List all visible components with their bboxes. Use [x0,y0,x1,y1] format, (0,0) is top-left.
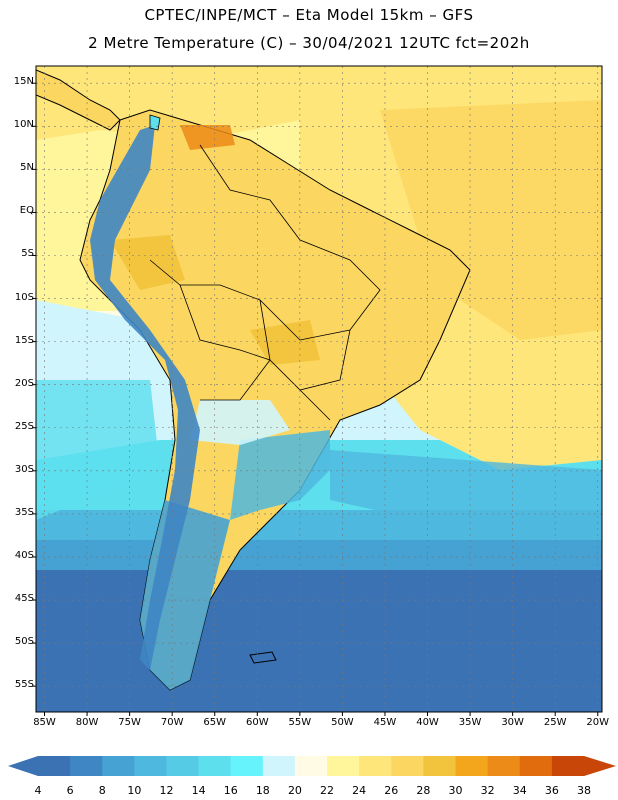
colorbar-label: 4 [34,784,42,797]
colorbar-segment [359,756,392,776]
central-america-land [36,69,121,131]
colorbar-label: 12 [159,784,174,797]
colorbar-label: 10 [127,784,142,797]
lat-label: 10N [13,119,34,131]
lon-label: 70W [160,717,184,728]
lon-label: 35W [458,717,482,728]
lat-label: 50S [14,636,34,648]
lon-label: 50W [331,717,354,728]
colorbar-label: 8 [98,784,106,797]
lon-label: 75W [118,717,141,728]
map-title-line2: 2 Metre Temperature (C) – 30/04/2021 12U… [88,34,530,52]
lat-label: 30S [14,463,34,475]
colorbar-segment [134,756,167,776]
lat-label: 10S [14,291,34,303]
colorbar-min-arrow [8,756,38,776]
colorbar-segment [487,756,521,776]
lon-label: 85W [33,717,56,728]
lat-label: 15S [14,334,34,346]
colorbar-segment [70,756,103,776]
colorbar-max-arrow [584,756,616,776]
colorbar-label: 26 [384,784,399,797]
lon-label: 60W [245,717,269,728]
hot-spot-peru [110,235,185,290]
colorbar-segment [519,756,553,776]
colorbar-segment [327,756,360,776]
colorbar-label: 6 [66,784,74,797]
colorbar-segment [455,756,489,776]
cool-south-land [230,430,330,520]
map-plot-area [36,66,602,712]
lake-maracaibo [149,114,161,131]
lat-label: 5S [21,248,34,260]
colorbar-segment [38,756,71,776]
lon-label: 55W [288,717,312,728]
colorbar-label: 30 [448,784,463,797]
colorbar-segment [102,756,135,776]
colorbar-label: 20 [287,784,302,797]
colorbar-segment [423,756,457,776]
colorbar-label: 14 [191,784,206,797]
colorbar-segment [391,756,424,776]
lon-label: 20W [586,717,610,728]
colorbar-label: 28 [416,784,431,797]
colorbar-segment [198,756,232,776]
colorbar-label: 38 [577,784,591,797]
map-frame [35,65,603,713]
lat-label: 20S [14,377,34,389]
lat-label: 15N [13,76,34,88]
colorbar-label: 34 [512,784,527,797]
map-title-line1: CPTEC/INPE/MCT – Eta Model 15km – GFS [144,6,474,24]
lat-label: EQ [19,205,34,217]
colorbar-segment [294,756,328,776]
ocean-band-4-6 [36,560,602,712]
lon-label: 25W [543,717,567,728]
andes-range [90,125,200,670]
lon-label: 80W [75,717,99,728]
lat-label: 40S [14,549,34,561]
falklands [249,651,277,664]
colorbar-label: 22 [320,784,335,797]
colorbar-label: 36 [544,784,559,797]
lat-label: 5N [20,162,34,174]
lat-lon-grid [36,66,602,712]
colorbar-segment [262,756,296,776]
colorbar-segment [166,756,200,776]
atlantic-warm-core [380,100,602,340]
colorbar-label: 16 [223,784,238,797]
hot-spot-north [180,125,235,150]
lat-label: 35S [14,506,34,518]
lon-label: 65W [203,717,227,728]
axis-ticks [32,82,599,716]
atlantic-cool-tongue [330,450,602,540]
lat-label: 55S [14,679,34,691]
colorbar-label: 18 [255,784,270,797]
lon-label: 45W [373,717,397,728]
lon-label: 30W [501,717,524,728]
lon-label: 40W [416,717,439,728]
lat-label: 45S [14,593,34,605]
pacific-cooler-tongue [36,380,160,520]
hot-spot-central [250,320,320,365]
colorbar-label: 24 [352,784,367,797]
colorbar-segment [551,756,585,776]
colorbar-label: 32 [480,784,495,797]
colorbar-segment [230,756,264,776]
lat-label: 25S [14,420,34,432]
colorbar [8,756,616,776]
